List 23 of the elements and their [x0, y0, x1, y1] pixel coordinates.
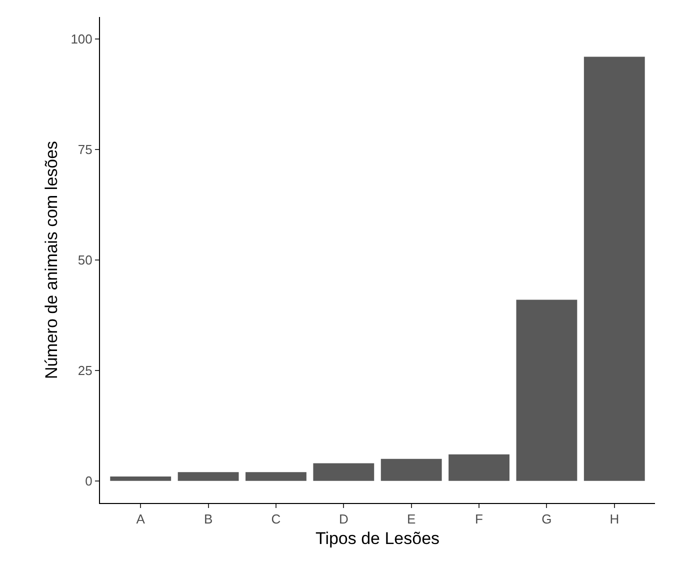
bar [448, 454, 510, 481]
y-tick-label: 25 [78, 363, 92, 378]
x-axis-title: Tipos de Lesões [315, 529, 440, 548]
bar [584, 56, 645, 481]
bar [110, 476, 172, 481]
x-tick-label: F [475, 512, 484, 527]
bar [313, 463, 374, 481]
y-tick-label: 75 [78, 142, 92, 158]
bar [178, 472, 239, 481]
x-tick-label: G [542, 512, 552, 527]
bar [380, 458, 442, 481]
x-tick-label: D [338, 512, 348, 527]
bar [516, 300, 578, 481]
x-tick-label: B [204, 512, 213, 527]
bar [246, 472, 306, 481]
x-tick-label: C [271, 512, 281, 527]
y-axis-title: Número de animais com lesões [42, 140, 62, 380]
y-tick-label: 50 [78, 252, 92, 268]
x-tick-label: A [136, 512, 146, 527]
y-tick-label: 100 [70, 32, 92, 47]
x-tick-label: E [407, 512, 416, 527]
x-tick-label: H [610, 512, 620, 527]
y-tick-label: 0 [85, 473, 92, 488]
